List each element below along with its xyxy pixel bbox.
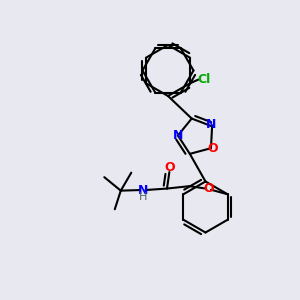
Text: O: O: [165, 161, 175, 174]
Text: N: N: [173, 129, 183, 142]
Text: N: N: [206, 118, 216, 131]
Text: O: O: [207, 142, 218, 155]
Text: Cl: Cl: [198, 73, 211, 86]
Text: O: O: [203, 182, 214, 195]
Text: H: H: [139, 192, 147, 202]
Text: N: N: [138, 184, 148, 196]
